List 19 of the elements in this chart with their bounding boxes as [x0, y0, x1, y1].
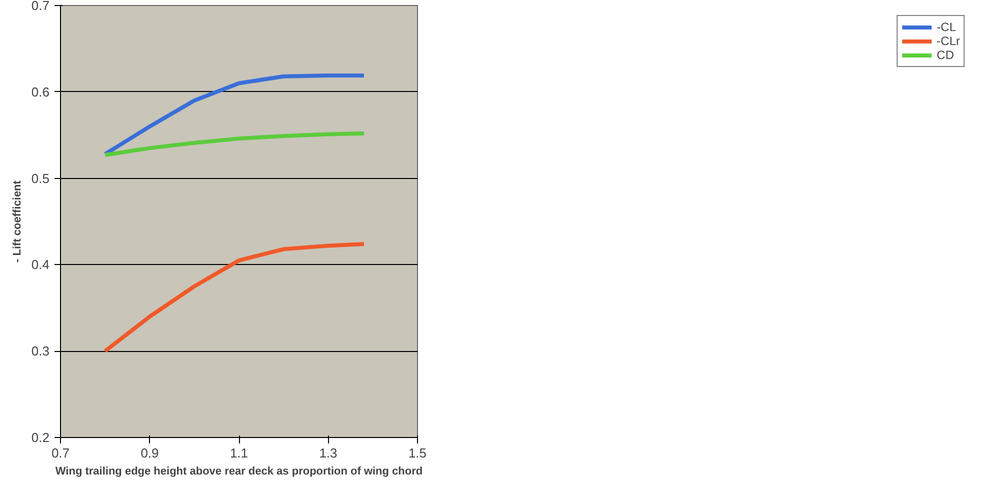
line-series [103, 131, 366, 157]
y-tick-label: 0.7 [31, 0, 50, 13]
legend-label: -CL [936, 20, 957, 34]
x-tick-label: 1.1 [230, 446, 248, 460]
y-tick-label: 0.4 [31, 257, 50, 272]
y-tick-label: 0.6 [31, 84, 50, 100]
y-tick-label: 0.5 [31, 170, 50, 186]
x-tick-label: 1.3 [319, 446, 338, 460]
y-tick-label: 0.3 [31, 344, 50, 359]
x-axis-title: Wing trailing edge height above rear deck as proportion of wing chord [55, 466, 423, 478]
legend-label: -CLr [936, 34, 960, 48]
x-tick-label: 0.9 [140, 446, 159, 460]
y-axis-title: - Lift coefficient [11, 180, 24, 262]
x-tick-label: 1.5 [408, 446, 427, 460]
line-series [103, 73, 366, 156]
line-series [103, 242, 366, 354]
legend-label: CD [936, 48, 955, 62]
x-tick-label: 0.7 [51, 446, 70, 460]
y-tick-label: 0.2 [31, 430, 50, 445]
